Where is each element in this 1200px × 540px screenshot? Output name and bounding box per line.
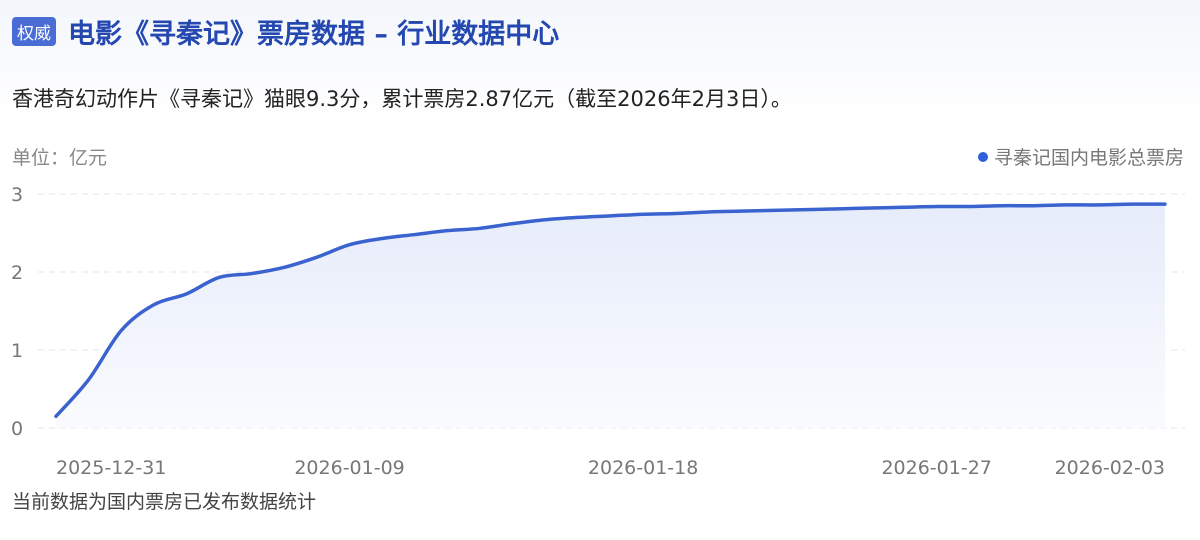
legend[interactable]: 寻秦记国内电影总票房 [977,143,1184,170]
x-tick-label: 2026-01-27 [881,457,991,479]
x-tick-label: 2026-01-09 [294,457,404,479]
subtitle: 香港奇幻动作片《寻秦记》猫眼9.3分，累计票房2.87亿元（截至2026年2月3… [12,87,792,111]
footer-note: 当前数据为国内票房已发布数据统计 [12,491,317,513]
page-title: 电影《寻秦记》票房数据 – 行业数据中心 [68,19,560,50]
y-tick-label: 3 [11,184,23,206]
header: 权威 电影《寻秦记》票房数据 – 行业数据中心 [12,12,559,51]
y-tick-label: 0 [11,418,23,440]
x-tick-label: 2026-01-18 [588,457,698,479]
y-tick-label: 2 [11,262,23,284]
x-tick-label: 2026-02-03 [1055,457,1165,479]
y-tick-label: 1 [11,340,23,362]
x-tick-label: 2025-12-31 [56,457,166,479]
unit-label: 单位：亿元 [12,147,108,169]
legend-label: 寻秦记国内电影总票房 [993,147,1184,169]
series-line[interactable] [54,202,1167,419]
legend-dot-icon [977,151,988,162]
authority-badge: 权威 [12,17,56,46]
area-fill [56,204,1165,428]
